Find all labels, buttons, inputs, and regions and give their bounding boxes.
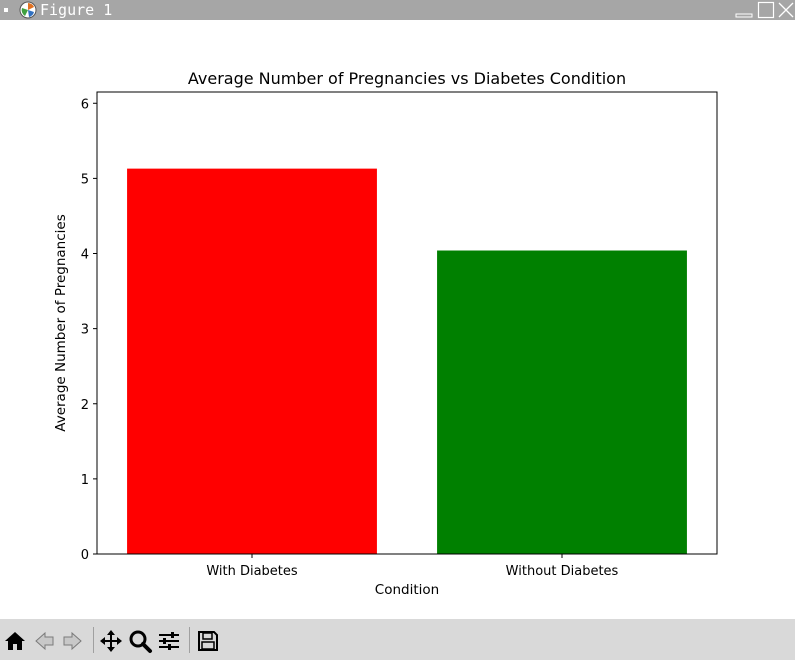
home-icon[interactable] (2, 628, 28, 654)
y-tick-label: 5 (81, 172, 89, 187)
y-tick-label: 3 (81, 323, 89, 338)
navigation-toolbar (0, 619, 795, 660)
bar-without-diabetes (437, 250, 687, 554)
maximize-icon[interactable] (757, 1, 775, 19)
y-axis-ticks: 0 1 2 3 4 5 6 (81, 97, 97, 563)
y-axis-title: Average Number of Pregnancies (53, 214, 69, 431)
figure-canvas: Average Number of Pregnancies vs Diabete… (0, 20, 795, 619)
bars (127, 168, 687, 554)
matplotlib-icon (19, 1, 37, 19)
forward-arrow-icon[interactable] (60, 628, 86, 654)
x-tick-label: With Diabetes (206, 564, 298, 579)
x-axis-ticks: With Diabetes Without Diabetes (206, 554, 619, 579)
y-tick-label: 6 (81, 97, 89, 112)
bar-chart: Average Number of Pregnancies vs Diabete… (53, 69, 718, 598)
minimize-icon[interactable] (735, 1, 753, 19)
save-disk-icon[interactable] (195, 628, 221, 654)
window-title: Figure 1 (40, 1, 113, 19)
close-icon[interactable] (777, 1, 795, 19)
y-tick-label: 0 (81, 548, 89, 563)
back-arrow-icon[interactable] (31, 628, 57, 654)
toolbar-separator (189, 627, 190, 653)
plot-area-frame (96, 91, 718, 555)
bar-with-diabetes (127, 168, 377, 554)
y-tick-label: 1 (81, 473, 89, 488)
x-tick-label: Without Diabetes (506, 564, 619, 579)
pan-move-icon[interactable] (98, 628, 124, 654)
chart-title: Average Number of Pregnancies vs Diabete… (188, 69, 626, 88)
window-titlebar: Figure 1 (0, 0, 795, 20)
y-tick-label: 4 (81, 248, 89, 263)
y-tick-label: 2 (81, 398, 89, 413)
configure-subplots-icon[interactable] (156, 628, 182, 654)
x-axis-title: Condition (375, 582, 439, 598)
zoom-magnifier-icon[interactable] (127, 628, 153, 654)
toolbar-separator (93, 627, 94, 653)
window-menu-icon[interactable] (4, 8, 8, 12)
